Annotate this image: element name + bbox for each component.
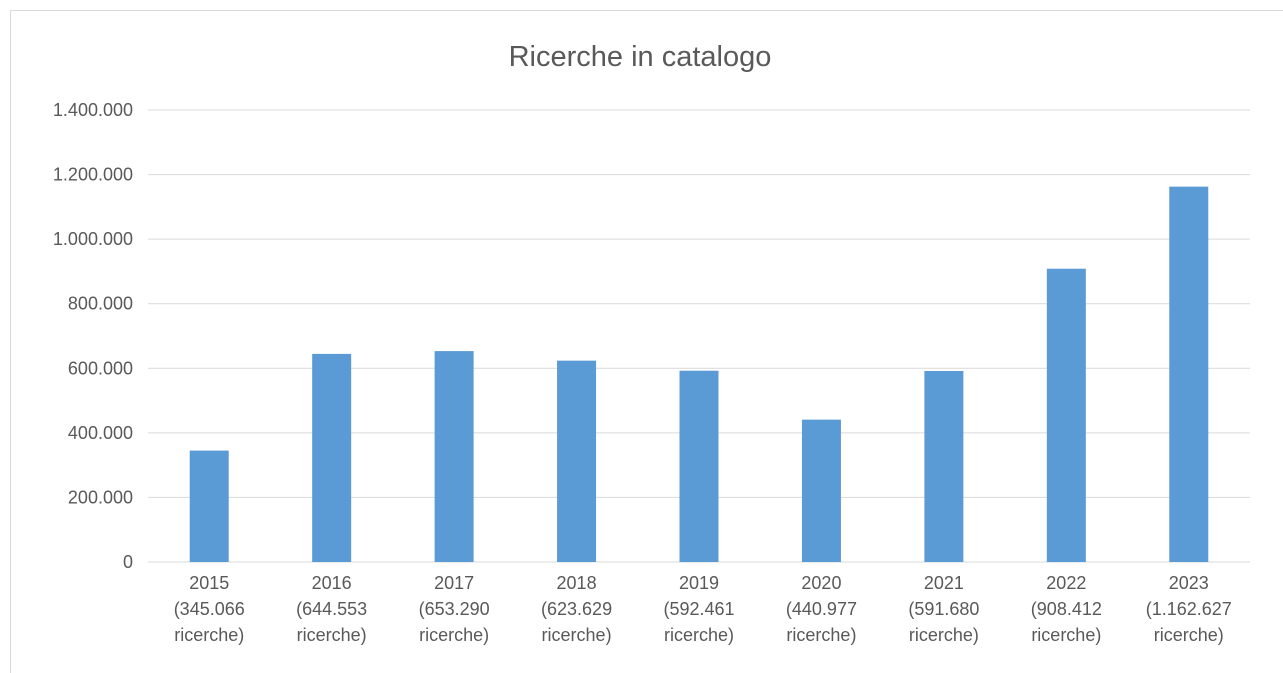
bar <box>557 360 597 562</box>
y-tick-label: 800.000 <box>68 294 133 314</box>
y-tick-label: 1.400.000 <box>53 100 133 120</box>
y-tick-label: 1.000.000 <box>53 229 133 249</box>
bar <box>679 370 719 562</box>
bar <box>924 370 964 562</box>
y-tick-label: 200.000 <box>68 487 133 507</box>
bar <box>1046 268 1086 562</box>
chart-title: Ricerche in catalogo <box>509 41 772 73</box>
x-tick-label: 2019 (592.461 ricerche) <box>663 573 734 645</box>
x-tick-label: 2022 (908.412 ricerche) <box>1031 573 1102 645</box>
x-tick-label: 2020 (440.977 ricerche) <box>786 573 857 645</box>
x-tick-label: 2023 (1.162.627 ricerche) <box>1146 573 1232 645</box>
bar <box>801 419 841 562</box>
y-tick-label: 0 <box>123 552 133 572</box>
y-tick-label: 1.200.000 <box>53 165 133 185</box>
x-tick-label: 2015 (345.066 ricerche) <box>174 573 245 645</box>
y-tick-label: 400.000 <box>68 423 133 443</box>
x-tick-label: 2016 (644.553 ricerche) <box>296 573 367 645</box>
bar <box>189 450 229 562</box>
x-tick-label: 2021 (591.680 ricerche) <box>908 573 979 645</box>
x-tick-label: 2017 (653.290 ricerche) <box>419 573 490 645</box>
x-tick-label: 2018 (623.629 ricerche) <box>541 573 612 645</box>
y-tick-label: 600.000 <box>68 358 133 378</box>
bar <box>312 353 352 562</box>
bar <box>434 351 474 562</box>
bar <box>1169 186 1209 562</box>
